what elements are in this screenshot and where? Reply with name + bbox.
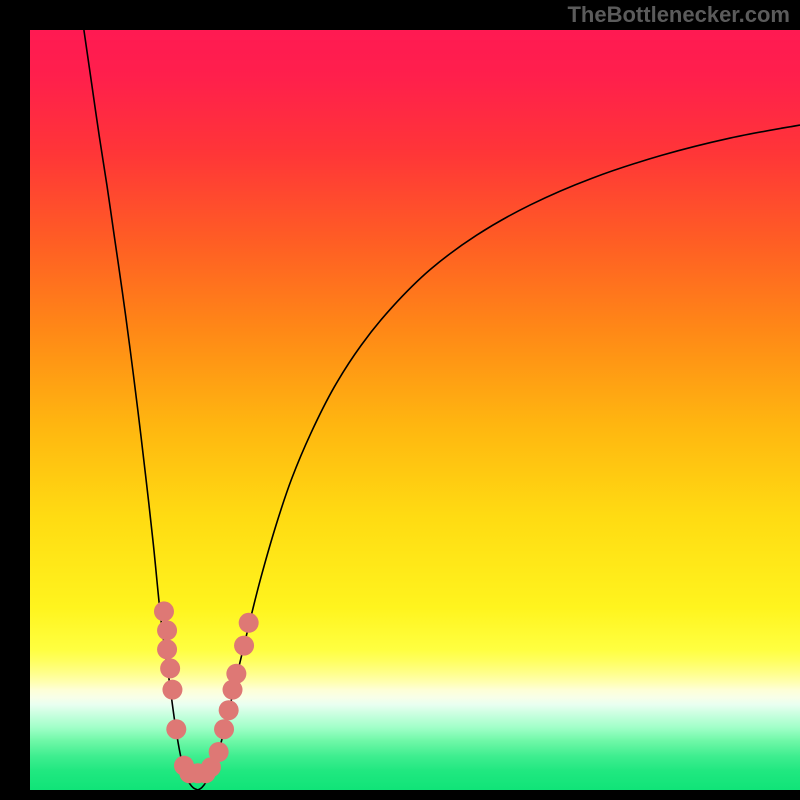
watermark-text: TheBottlenecker.com: [567, 2, 790, 28]
background-gradient: [30, 30, 800, 790]
plot-area: [30, 30, 800, 790]
chart-outer-frame: TheBottlenecker.com: [0, 0, 800, 800]
